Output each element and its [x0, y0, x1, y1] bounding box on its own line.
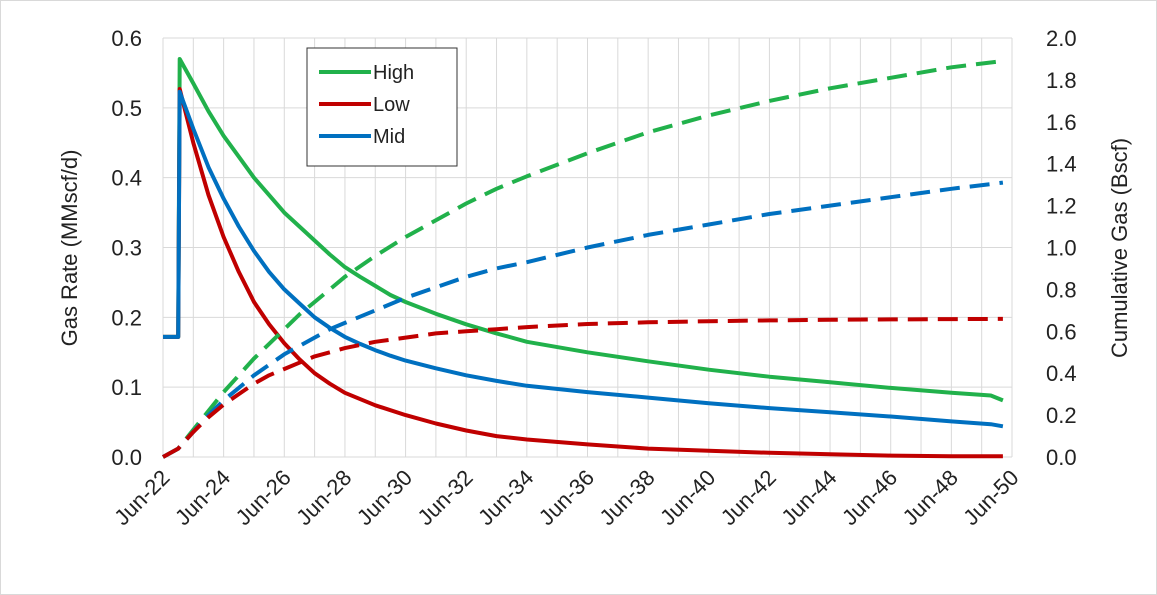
series-lines: [162, 57, 1004, 459]
x-tick-label: Jun-42: [716, 465, 781, 530]
x-tick-label: Jun-36: [534, 465, 599, 530]
legend-box: [306, 47, 458, 167]
series-line-mid-rate: [163, 89, 1004, 429]
legend-label-low: Low: [373, 94, 410, 116]
x-tick-label: Jun-30: [352, 465, 417, 530]
x-tick-label: Jun-40: [655, 465, 720, 530]
y2-tick-label: 0.4: [1046, 361, 1077, 386]
series-line-low-cumulative: [162, 316, 1003, 459]
y2-tick-label: 1.8: [1046, 68, 1077, 93]
y2-tick-label: 2.0: [1046, 26, 1077, 51]
x-tick-label: Jun-50: [958, 465, 1023, 530]
y2-tick-label: 1.6: [1046, 110, 1077, 135]
y2-tick-label: 0.8: [1046, 277, 1077, 302]
y-tick-label: 0.4: [111, 166, 142, 191]
series-line-low-rate: [163, 87, 1003, 459]
x-tick-label: Jun-22: [109, 465, 174, 530]
x-tick-label: Jun-34: [473, 465, 538, 530]
x-tick-label: Jun-26: [231, 465, 296, 530]
x-tick-label: Jun-48: [898, 465, 963, 530]
y2-tick-label: 0.2: [1046, 403, 1077, 428]
y2-tick-label: 1.0: [1046, 236, 1077, 261]
y2-tick-label: 0.6: [1046, 319, 1077, 344]
y2-tick-label: 0.0: [1046, 445, 1077, 470]
x-tick-label: Jun-28: [291, 465, 356, 530]
y-tick-label: 0.6: [111, 26, 142, 51]
series-line-high-cumulative: [162, 59, 1004, 459]
y-tick-label: 0.5: [111, 96, 142, 121]
legend-label-mid: Mid: [373, 126, 405, 148]
x-tick-label: Jun-32: [412, 465, 477, 530]
y2-axis-title: Cumulative Gas (Bscf): [1107, 138, 1132, 358]
series-line-mid-cumulative: [162, 180, 1004, 459]
x-tick-label: Jun-38: [594, 465, 659, 530]
y2-tick-label: 1.4: [1046, 152, 1077, 177]
series-line-high-rate: [163, 57, 1004, 403]
y-tick-label: 0.0: [111, 445, 142, 470]
y-tick-label: 0.1: [111, 375, 142, 400]
y-tick-label: 0.2: [111, 305, 142, 330]
y2-tick-label: 1.2: [1046, 194, 1077, 219]
y-tick-label: 0.3: [111, 236, 142, 261]
legend: High Low Mid: [306, 47, 458, 167]
legend-label-high: High: [373, 62, 414, 84]
x-tick-label: Jun-46: [837, 465, 902, 530]
x-tick-label: Jun-44: [776, 465, 841, 530]
x-tick-label: Jun-24: [170, 465, 235, 530]
y-axis-title: Gas Rate (MMscf/d): [57, 150, 82, 347]
